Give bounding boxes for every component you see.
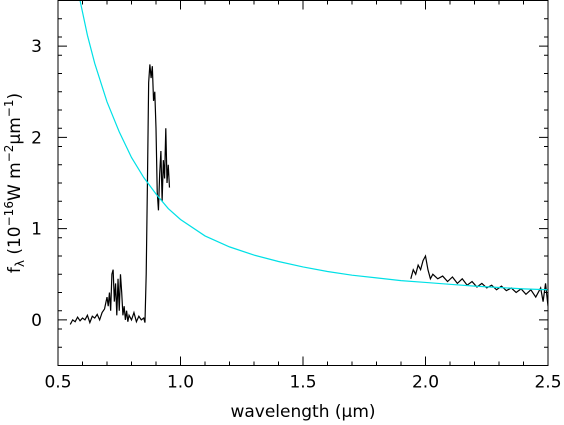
y-tick-label: 3 bbox=[31, 37, 42, 57]
y-tick-label: 1 bbox=[31, 220, 42, 240]
series-line-spectrum-optical bbox=[69, 64, 171, 325]
x-tick-label: 2.0 bbox=[412, 373, 439, 393]
svg-text:fλ (10−16W m−2μm−1): fλ (10−16W m−2μm−1) bbox=[2, 93, 27, 273]
x-tick-label: 2.5 bbox=[534, 373, 561, 393]
y-tick-label: 0 bbox=[31, 311, 42, 331]
x-axis-label: wavelength (μm) bbox=[230, 402, 375, 422]
axis-ticks bbox=[57, 0, 549, 366]
y-axis-label: fλ (10−16W m−2μm−1) bbox=[2, 93, 27, 273]
series-line-spectrum-nir bbox=[410, 254, 548, 307]
y-tick-label: 2 bbox=[31, 128, 42, 148]
plot-area bbox=[69, 0, 548, 325]
plot-frame bbox=[57, 0, 549, 366]
x-tick-label: 1.5 bbox=[289, 373, 316, 393]
series-line-model-curve bbox=[79, 0, 548, 291]
x-tick-label: 1.0 bbox=[167, 373, 194, 393]
tick-labels: 0.5 1.0 1.5 2.0 2.5 0 1 2 3 bbox=[31, 37, 561, 392]
x-tick-label: 0.5 bbox=[44, 373, 71, 393]
